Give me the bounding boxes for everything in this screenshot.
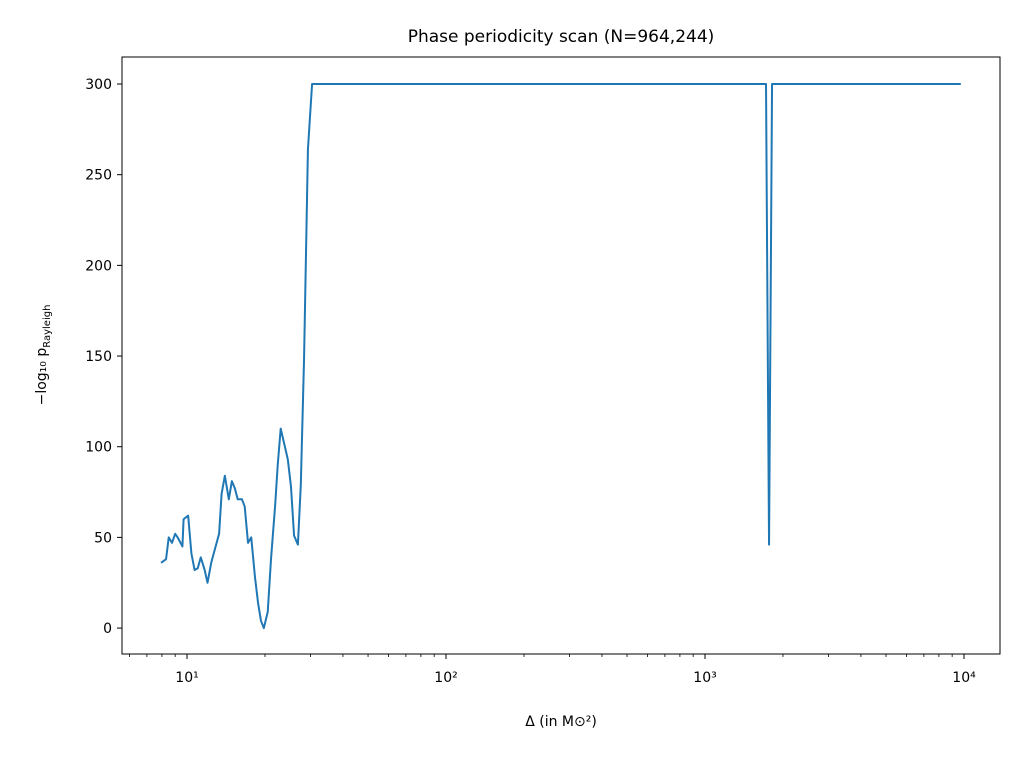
y-tick-label: 250 [85, 168, 112, 184]
y-tick-label: 300 [85, 77, 112, 93]
x-tick-label: 10¹ [175, 670, 198, 686]
y-tick-label: 50 [94, 530, 112, 546]
x-tick-label: 10⁴ [952, 670, 976, 686]
x-axis-label: Δ (in M⊙²) [525, 714, 597, 730]
y-tick-label: 150 [85, 349, 112, 365]
line-series [160, 83, 961, 630]
y-tick-label: 100 [85, 440, 112, 456]
y-axis-label-main: −log₁₀ p [34, 348, 50, 406]
y-axis-label-sub: Rayleigh [42, 305, 53, 348]
y-tick-label: 200 [85, 258, 112, 274]
x-tick-label: 10³ [693, 670, 716, 686]
plot-frame [121, 56, 1001, 655]
y-axis-label: −log₁₀ pRayleigh [34, 305, 53, 406]
chart-title: Phase periodicity scan (N=964,244) [408, 27, 715, 47]
x-tick-label: 10² [434, 670, 457, 686]
y-tick-label: 0 [103, 621, 112, 637]
